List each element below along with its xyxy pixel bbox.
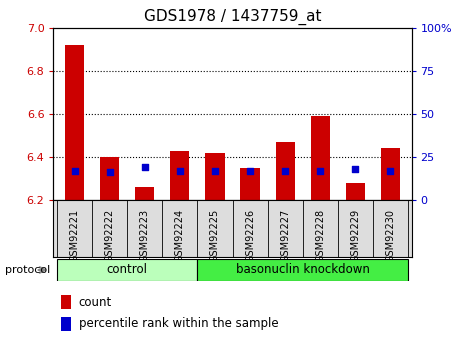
- Point: [281, 168, 289, 174]
- Bar: [311, 116, 330, 200]
- Point: [176, 168, 184, 174]
- Text: GSM92224: GSM92224: [175, 209, 185, 262]
- Text: GSM92228: GSM92228: [315, 209, 325, 262]
- Bar: [100, 157, 120, 200]
- Text: GSM92227: GSM92227: [280, 209, 290, 262]
- Bar: [198, 259, 408, 281]
- Text: GSM92222: GSM92222: [105, 209, 115, 262]
- Bar: [170, 150, 190, 200]
- Point: [352, 166, 359, 172]
- Point: [106, 170, 113, 175]
- Bar: [60, 295, 72, 309]
- Text: protocol: protocol: [5, 265, 50, 275]
- Text: GSM92226: GSM92226: [245, 209, 255, 262]
- Text: count: count: [79, 296, 112, 308]
- Bar: [345, 183, 365, 200]
- Text: control: control: [106, 264, 148, 276]
- Bar: [381, 148, 400, 200]
- Text: GSM92221: GSM92221: [70, 209, 80, 262]
- Text: GSM92225: GSM92225: [210, 209, 220, 262]
- Point: [141, 165, 148, 170]
- Point: [71, 168, 78, 174]
- Point: [317, 168, 324, 174]
- Bar: [135, 187, 154, 200]
- Point: [387, 168, 394, 174]
- Bar: [65, 45, 84, 200]
- Bar: [57, 259, 198, 281]
- Bar: [240, 168, 260, 200]
- Title: GDS1978 / 1437759_at: GDS1978 / 1437759_at: [144, 9, 321, 25]
- Text: GSM92223: GSM92223: [140, 209, 150, 262]
- Bar: [60, 317, 72, 331]
- Point: [246, 168, 254, 174]
- Bar: [275, 142, 295, 200]
- Text: GSM92230: GSM92230: [385, 209, 395, 262]
- Text: GSM92229: GSM92229: [350, 209, 360, 262]
- Bar: [205, 152, 225, 200]
- Text: percentile rank within the sample: percentile rank within the sample: [79, 317, 278, 330]
- Point: [211, 168, 219, 174]
- Text: basonuclin knockdown: basonuclin knockdown: [236, 264, 370, 276]
